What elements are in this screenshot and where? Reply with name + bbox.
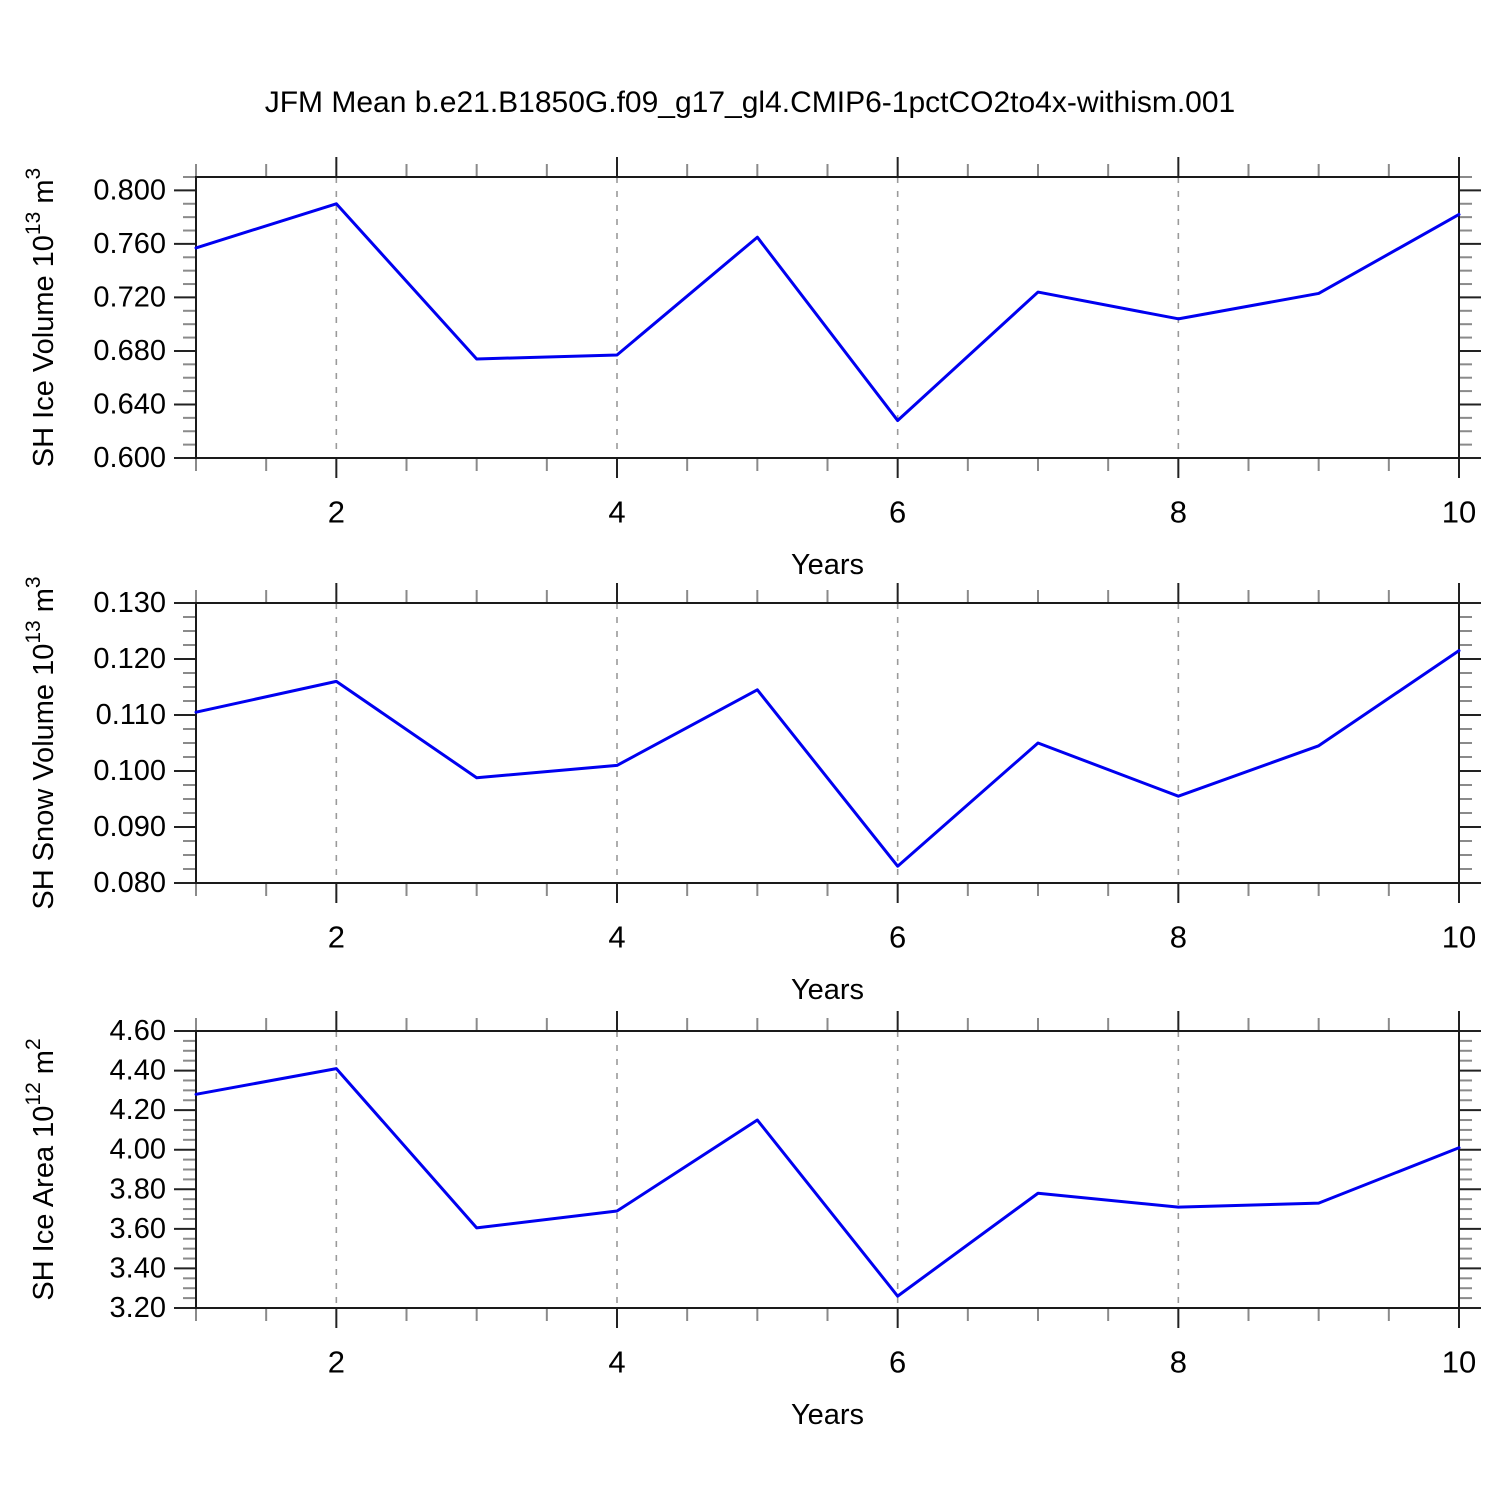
data-line-panel-3 [194,1067,1461,1298]
panel-3: 3.20 3.40 3.60 3.80 4.00 4.20 4.40 4.60 2 4 6 8 10 Ye… [22,1011,1481,1431]
x-tick-label: 6 [889,495,906,530]
x-tick-label: 8 [1170,1345,1187,1380]
x-tick-label: 10 [1442,495,1476,530]
x-axis-title: Years [791,549,864,581]
y-tick-label: 0.720 [93,281,166,313]
x-tick-label: 4 [608,920,625,955]
y-tick-label: 0.600 [93,442,166,474]
x-axis-title: Years [791,1399,864,1431]
y-tick-label: 4.00 [110,1134,166,1166]
panel-2: 0.080 0.090 0.100 0.110 0.120 0.130 2 4 6 8 10 Year… [22,576,1481,1006]
x-tick-label: 4 [608,495,625,530]
y-tick-label: 3.60 [110,1213,166,1245]
x-tick-label: 4 [608,1345,625,1380]
y-tick-label: 3.40 [110,1252,166,1284]
y-tick-label: 0.100 [93,755,166,787]
x-tick-label: 6 [889,1345,906,1380]
y-tick-label: 0.110 [96,699,166,731]
y-tick-label: 0.640 [93,388,166,420]
y-tick-label: 4.20 [110,1094,166,1126]
plot-border [195,602,1460,884]
y-tick-label: 0.120 [93,643,166,675]
y-tick-label: 4.60 [110,1015,166,1047]
y-tick-label: 0.760 [93,228,166,260]
data-line-panel-2 [194,649,1461,868]
y-axis-title: SH Ice Area 1012 m2 [22,1038,61,1300]
y-tick-label: 3.20 [110,1292,166,1324]
x-tick-label: 2 [328,920,345,955]
x-tick-label: 10 [1442,920,1476,955]
y-tick-label: 0.680 [93,335,166,367]
plot-border [195,1030,1460,1309]
y-tick-label: 4.40 [110,1055,166,1087]
x-tick-label: 8 [1170,495,1187,530]
y-axis-title: SH Snow Volume 1013 m3 [22,576,61,909]
x-tick-label: 2 [328,495,345,530]
data-line-panel-1 [194,202,1461,423]
y-tick-label: 3.80 [110,1173,166,1205]
y-tick-label: 0.090 [93,811,166,843]
y-tick-label: 0.130 [93,587,166,619]
plot-border [195,176,1460,459]
figure-title: JFM Mean b.e21.B1850G.f09_g17_gl4.CMIP6-… [264,86,1236,119]
y-tick-label: 0.080 [93,867,166,899]
x-tick-label: 8 [1170,920,1187,955]
x-tick-label: 2 [328,1345,345,1380]
panel-1: 0.600 0.640 0.680 0.720 0.760 0.800 2 4 6 8 10 Year… [22,157,1481,581]
x-tick-label: 6 [889,920,906,955]
y-tick-label: 0.800 [93,174,166,206]
y-axis-title: SH Ice Volume 1013 m3 [22,168,61,467]
x-axis-title: Years [791,974,864,1006]
x-tick-label: 10 [1442,1345,1476,1380]
